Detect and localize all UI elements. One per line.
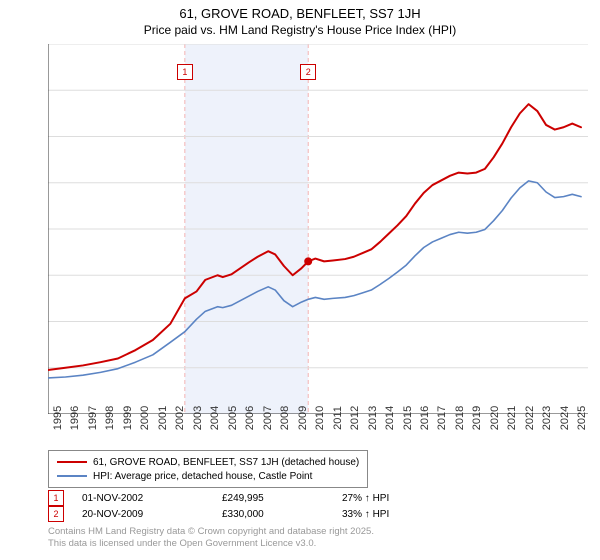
footer-attribution: Contains HM Land Registry data © Crown c… (48, 526, 374, 550)
x-tick-label: 2005 (227, 406, 239, 430)
x-tick-label: 2007 (262, 406, 274, 430)
sale-marker-ref: 1 (48, 490, 64, 506)
footer-line1: Contains HM Land Registry data © Crown c… (48, 526, 374, 538)
legend-label-series1: 61, GROVE ROAD, BENFLEET, SS7 1JH (detac… (93, 457, 359, 468)
x-tick-label: 2012 (349, 406, 361, 430)
x-tick-label: 2010 (314, 406, 326, 430)
x-tick-label: 1998 (104, 406, 116, 430)
x-tick-label: 2015 (402, 406, 414, 430)
x-tick-label: 2000 (139, 406, 151, 430)
x-tick-label: 2004 (209, 406, 221, 430)
x-tick-label: 1997 (87, 406, 99, 430)
x-tick-label: 2014 (384, 406, 396, 430)
legend-label-series2: HPI: Average price, detached house, Cast… (93, 471, 312, 482)
chart-title-line2: Price paid vs. HM Land Registry's House … (0, 23, 600, 37)
x-tick-label: 2021 (506, 406, 518, 430)
chart-area: £0£100K£200K£300K£400K£500K£600K£700K£80… (48, 44, 588, 414)
legend: 61, GROVE ROAD, BENFLEET, SS7 1JH (detac… (48, 450, 368, 488)
x-tick-label: 2016 (419, 406, 431, 430)
x-tick-label: 1999 (122, 406, 134, 430)
x-tick-label: 1996 (69, 406, 81, 430)
x-tick-label: 2022 (524, 406, 536, 430)
sale-vs-hpi: 33% ↑ HPI (342, 509, 452, 520)
line-chart (48, 44, 588, 414)
footer-line2: This data is licensed under the Open Gov… (48, 538, 374, 550)
sale-date: 01-NOV-2002 (82, 493, 222, 504)
x-tick-label: 1995 (52, 406, 64, 430)
x-tick-label: 2006 (244, 406, 256, 430)
sales-row: 1 01-NOV-2002£249,99527% ↑ HPI (48, 490, 452, 506)
sale-vs-hpi: 27% ↑ HPI (342, 493, 452, 504)
x-tick-label: 2008 (279, 406, 291, 430)
sale-marker: 1 (177, 64, 193, 80)
sales-row: 2 20-NOV-2009£330,00033% ↑ HPI (48, 506, 452, 522)
x-tick-label: 2023 (541, 406, 553, 430)
x-tick-label: 2024 (559, 406, 571, 430)
x-tick-label: 2017 (436, 406, 448, 430)
x-tick-label: 2002 (174, 406, 186, 430)
x-tick-label: 2019 (471, 406, 483, 430)
x-tick-label: 2013 (367, 406, 379, 430)
sales-table: 1 01-NOV-2002£249,99527% ↑ HPI 2 20-NOV-200… (48, 490, 452, 522)
legend-swatch-series2 (57, 475, 87, 477)
x-tick-label: 2011 (332, 406, 344, 430)
x-tick-label: 2025 (576, 406, 588, 430)
sale-marker: 2 (300, 64, 316, 80)
sale-marker-ref: 2 (48, 506, 64, 522)
legend-swatch-series1 (57, 461, 87, 463)
x-tick-label: 2009 (297, 406, 309, 430)
x-tick-label: 2018 (454, 406, 466, 430)
sale-price: £249,995 (222, 493, 342, 504)
x-tick-label: 2001 (157, 406, 169, 430)
chart-title-line1: 61, GROVE ROAD, BENFLEET, SS7 1JH (0, 6, 600, 21)
sale-date: 20-NOV-2009 (82, 509, 222, 520)
x-tick-label: 2003 (192, 406, 204, 430)
sale-price: £330,000 (222, 509, 342, 520)
x-tick-label: 2020 (489, 406, 501, 430)
